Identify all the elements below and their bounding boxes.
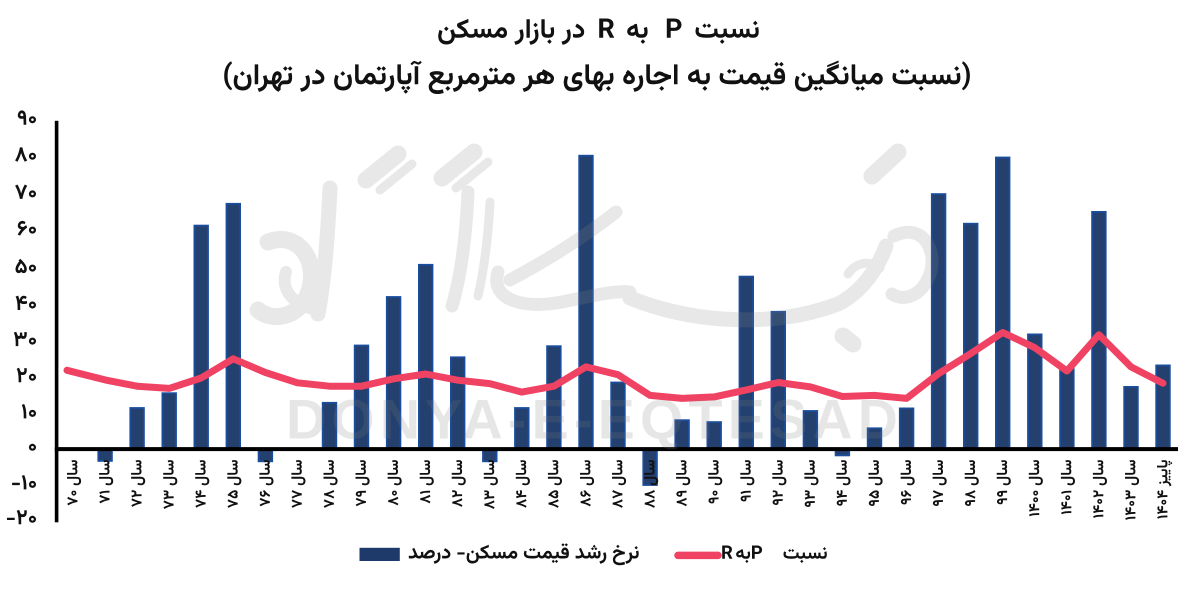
svg-text:DONYA-E-EQTESAD: DONYA-E-EQTESAD <box>286 389 903 451</box>
